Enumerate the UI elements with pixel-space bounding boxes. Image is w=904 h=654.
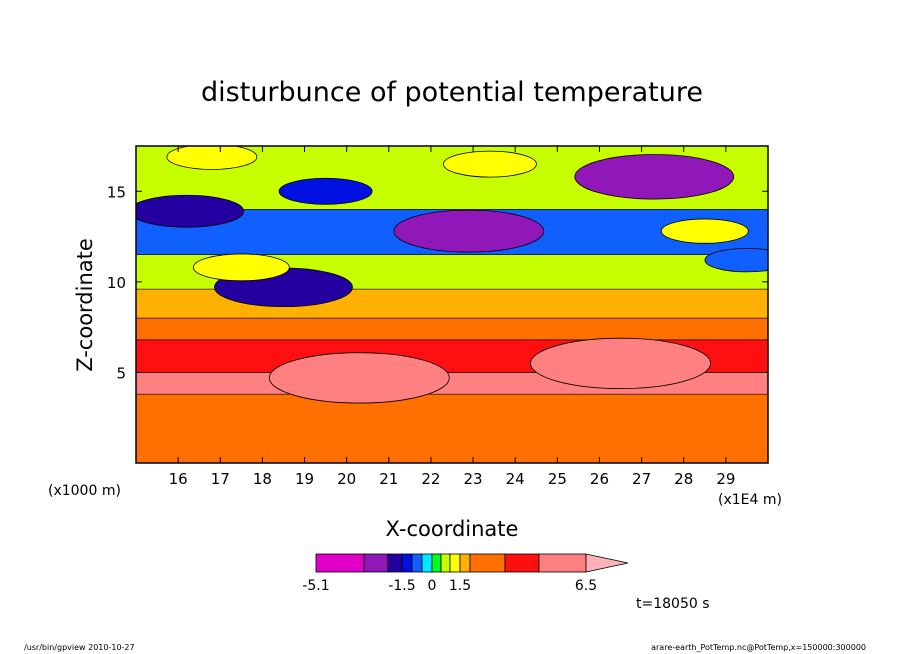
contour-feature-1 bbox=[268, 352, 450, 404]
colorbar-swatch bbox=[440, 553, 451, 573]
contour-feature-9 bbox=[166, 146, 258, 170]
x-tick-label: 17 bbox=[211, 470, 230, 488]
colorbar-swatch bbox=[459, 553, 471, 573]
colorbar-tick-labels: -5.1 -1.5 0 1.5 6.5 bbox=[302, 578, 597, 594]
x-tick-label: 27 bbox=[632, 470, 651, 488]
colorbar-swatch bbox=[401, 553, 413, 573]
colorbar-tick-label: 0 bbox=[428, 578, 437, 594]
contour-feature-12 bbox=[704, 247, 768, 273]
contour-feature-5 bbox=[136, 194, 244, 228]
colorbar-swatch bbox=[363, 553, 389, 573]
colorbar-tick-label: 6.5 bbox=[575, 578, 597, 594]
contour-feature-6 bbox=[278, 177, 373, 205]
x-tick-label: 28 bbox=[674, 470, 693, 488]
chart-title: disturbunce of potential temperature bbox=[201, 77, 703, 108]
y-axis-ticks: 5 10 15 bbox=[107, 183, 768, 382]
x-tick-label: 25 bbox=[548, 470, 567, 488]
contour-feature-3 bbox=[574, 154, 735, 200]
x-tick-label: 20 bbox=[337, 470, 356, 488]
x-tick-label: 16 bbox=[169, 470, 188, 488]
contour-features bbox=[136, 146, 768, 404]
x-tick-label: 21 bbox=[379, 470, 398, 488]
y-tick-label: 5 bbox=[116, 364, 126, 382]
plot-frame bbox=[135, 145, 769, 464]
x-axis-label: X-coordinate bbox=[386, 517, 519, 541]
colorbar-swatch bbox=[504, 553, 540, 573]
colorbar-swatch bbox=[469, 553, 506, 573]
contour-feature-4 bbox=[393, 209, 545, 253]
colorbar-swatch bbox=[315, 553, 365, 573]
colorbar bbox=[315, 553, 629, 573]
contour-feature-8 bbox=[443, 150, 537, 178]
contour-feature-10 bbox=[192, 253, 290, 282]
contour-feature-2 bbox=[530, 337, 711, 389]
x-axis-ticks: 16 17 18 19 20 21 22 23 24 25 26 27 28 29 bbox=[169, 146, 735, 488]
colorbar-tick-label: 1.5 bbox=[449, 578, 471, 594]
x-tick-label: 18 bbox=[253, 470, 272, 488]
contour-feature-11 bbox=[660, 218, 749, 244]
colorbar-swatch bbox=[449, 553, 461, 573]
x-tick-label: 24 bbox=[506, 470, 525, 488]
colorbar-swatch bbox=[538, 553, 587, 573]
y-tick-label: 10 bbox=[107, 274, 126, 292]
x-tick-label: 22 bbox=[421, 470, 440, 488]
footer-program: /usr/bin/gpview 2010-10-27 bbox=[24, 643, 135, 652]
colorbar-tick-label: -1.5 bbox=[388, 578, 415, 594]
x-tick-label: 23 bbox=[464, 470, 483, 488]
x-tick-label: 19 bbox=[295, 470, 314, 488]
y-tick-label: 15 bbox=[107, 183, 126, 201]
contour-band-4 bbox=[136, 317, 768, 341]
colorbar-tick-label: -5.1 bbox=[302, 578, 329, 594]
colorbar-extend-arrow bbox=[585, 553, 629, 573]
y-axis-label: Z-coordinate bbox=[73, 238, 97, 372]
footer-file: arare-earth_PotTemp.nc@PotTemp,x=150000:… bbox=[651, 643, 866, 652]
x-tick-label: 29 bbox=[716, 470, 735, 488]
colorbar-swatch bbox=[411, 553, 423, 573]
colorbar-swatch bbox=[431, 553, 442, 573]
x-unit-label: (x1E4 m) bbox=[718, 492, 782, 508]
x-tick-label: 26 bbox=[590, 470, 609, 488]
contour-band-1 bbox=[136, 393, 768, 463]
colorbar-swatch bbox=[421, 553, 433, 573]
colorbar-swatch bbox=[387, 553, 403, 573]
plot-area bbox=[136, 146, 768, 463]
time-label: t=18050 s bbox=[636, 596, 710, 612]
y-unit-label: (x1000 m) bbox=[48, 483, 121, 499]
